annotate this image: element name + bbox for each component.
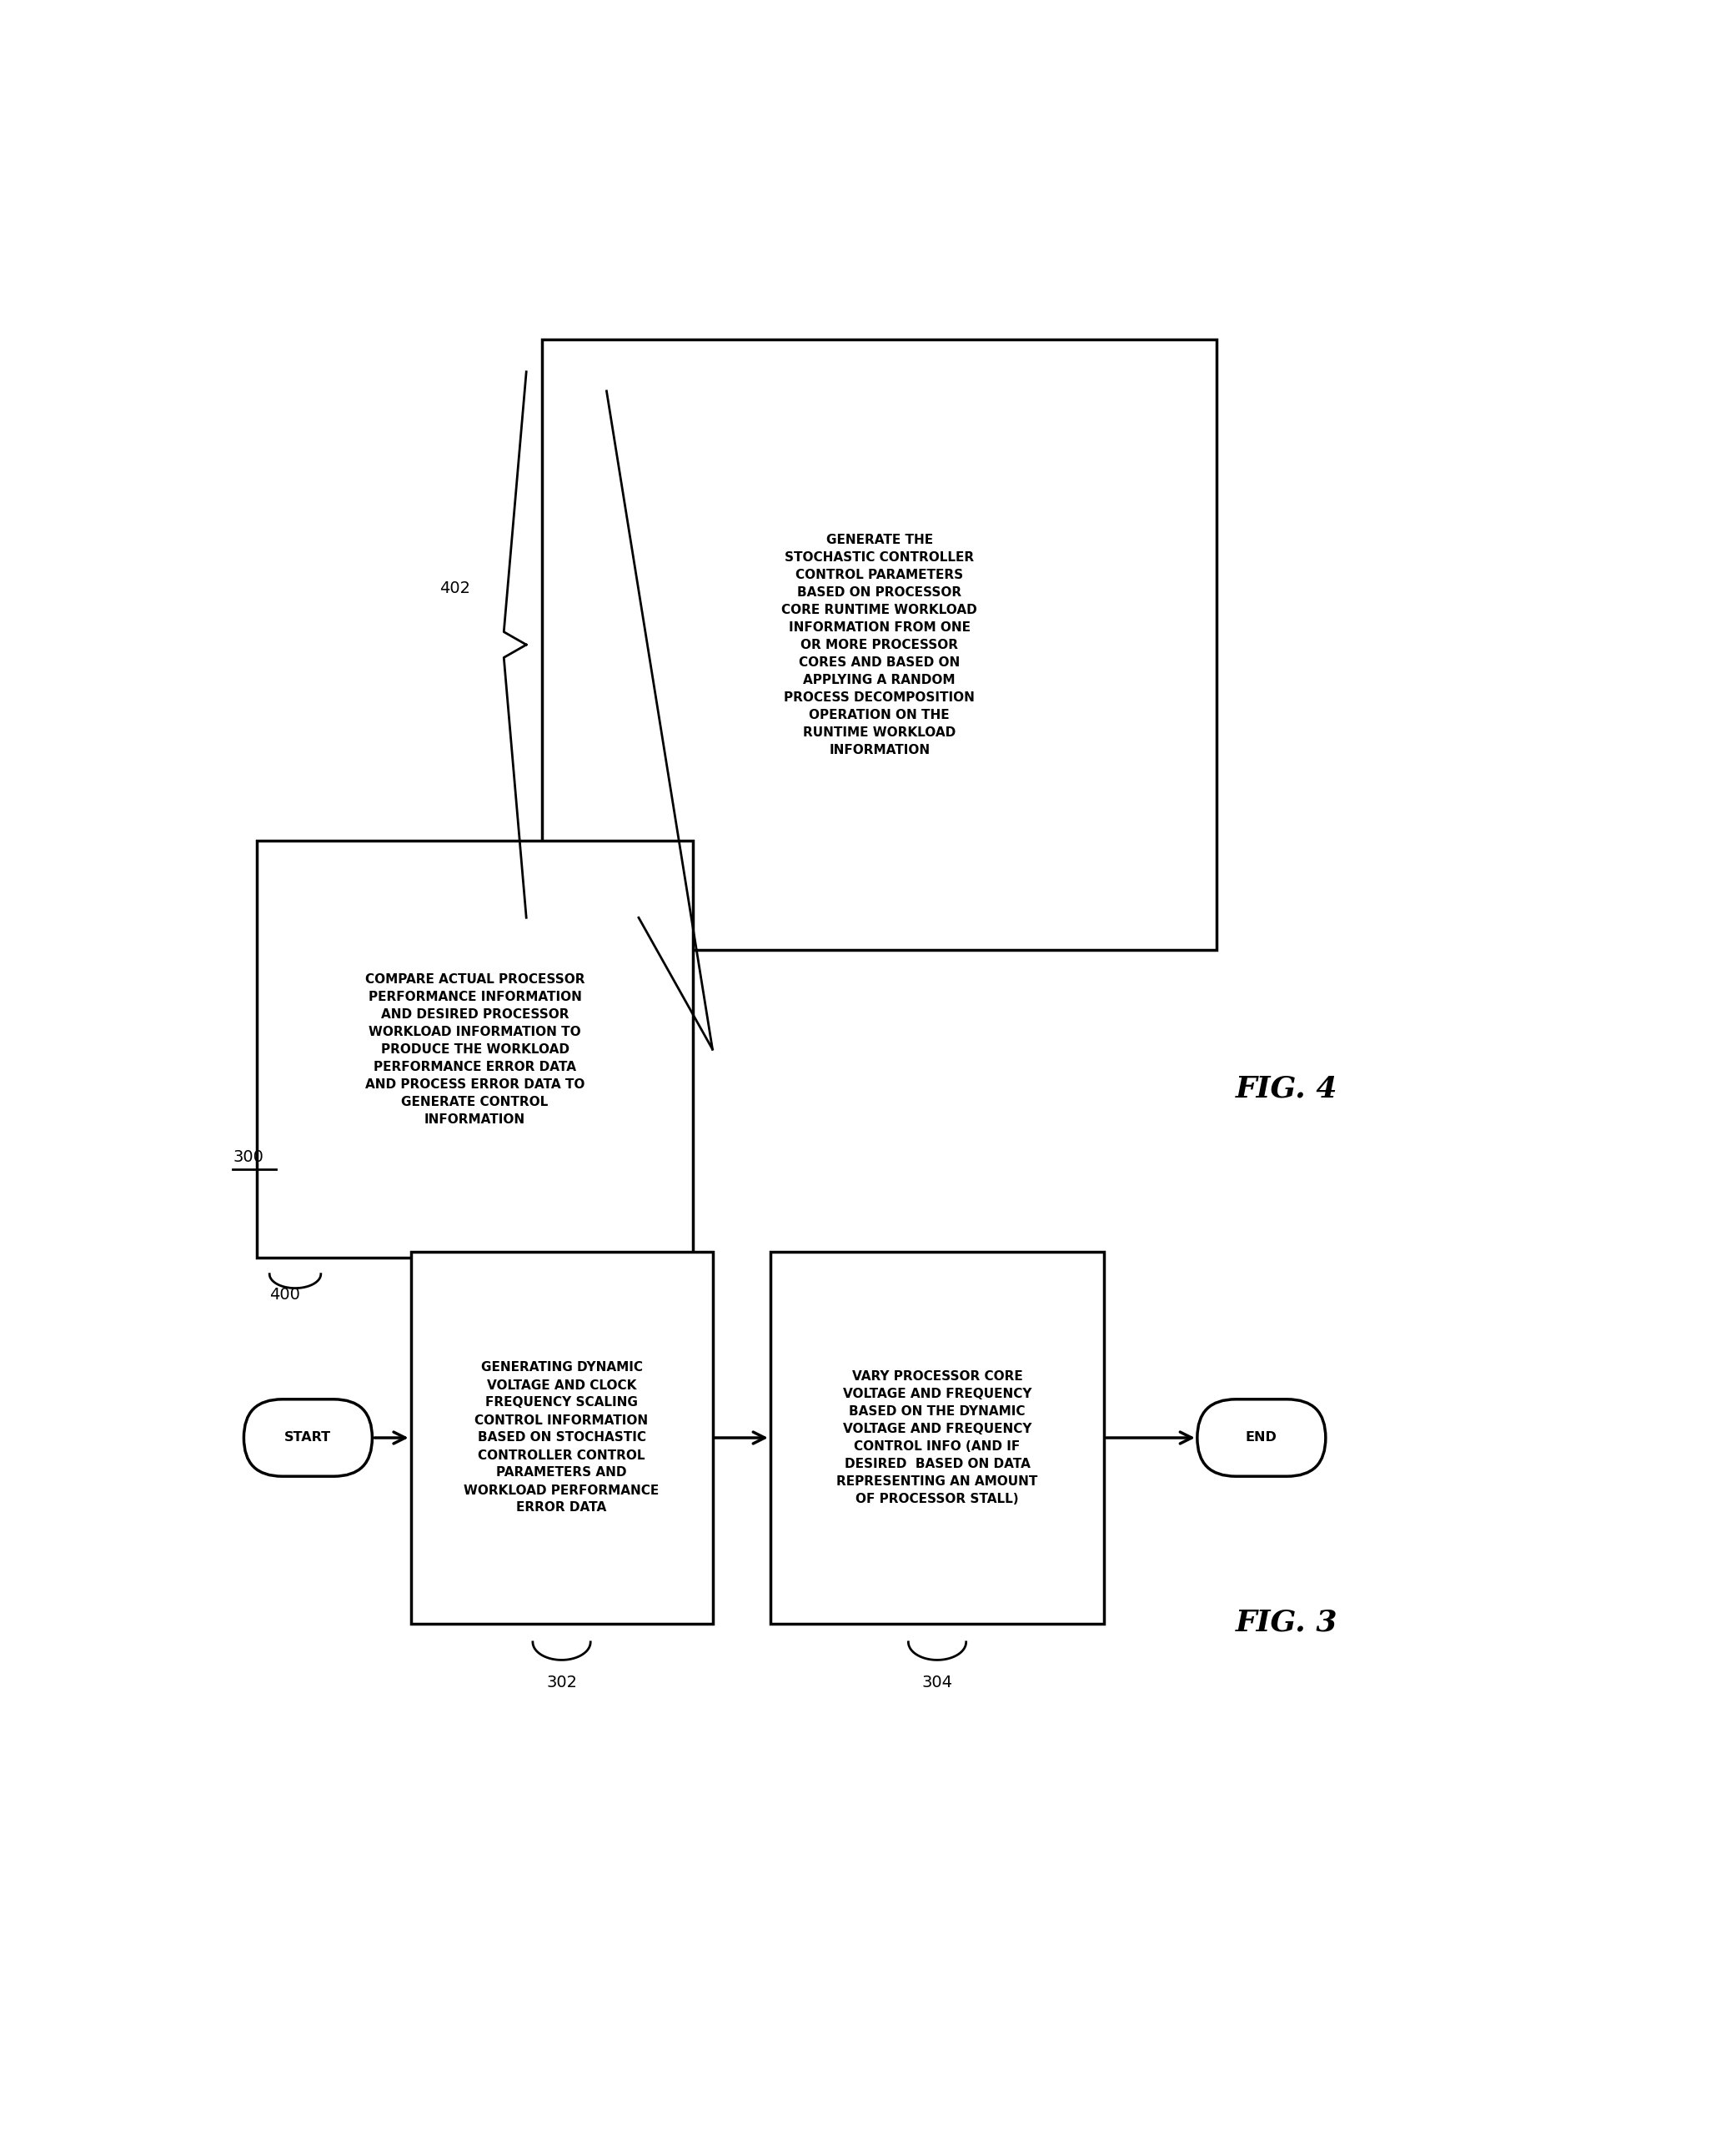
Text: 402: 402	[439, 581, 470, 596]
Text: 304: 304	[922, 1674, 953, 1691]
Text: COMPARE ACTUAL PROCESSOR
PERFORMANCE INFORMATION
AND DESIRED PROCESSOR
WORKLOAD : COMPARE ACTUAL PROCESSOR PERFORMANCE INF…	[365, 974, 585, 1125]
Text: 302: 302	[547, 1674, 576, 1691]
FancyBboxPatch shape	[771, 1251, 1104, 1625]
Text: 300: 300	[233, 1149, 264, 1166]
FancyBboxPatch shape	[411, 1251, 712, 1625]
Text: GENERATE THE
STOCHASTIC CONTROLLER
CONTROL PARAMETERS
BASED ON PROCESSOR
CORE RU: GENERATE THE STOCHASTIC CONTROLLER CONTR…	[781, 534, 977, 756]
Text: FIG. 3: FIG. 3	[1236, 1608, 1338, 1635]
Text: 400: 400	[269, 1287, 300, 1302]
FancyBboxPatch shape	[542, 339, 1217, 950]
Text: END: END	[1246, 1433, 1278, 1443]
Text: START: START	[285, 1433, 332, 1443]
FancyBboxPatch shape	[243, 1398, 372, 1475]
FancyBboxPatch shape	[1198, 1398, 1326, 1475]
FancyBboxPatch shape	[257, 841, 693, 1258]
Text: FIG. 4: FIG. 4	[1236, 1074, 1338, 1104]
Text: VARY PROCESSOR CORE
VOLTAGE AND FREQUENCY
BASED ON THE DYNAMIC
VOLTAGE AND FREQU: VARY PROCESSOR CORE VOLTAGE AND FREQUENC…	[837, 1371, 1038, 1505]
Text: GENERATING DYNAMIC
VOLTAGE AND CLOCK
FREQUENCY SCALING
CONTROL INFORMATION
BASED: GENERATING DYNAMIC VOLTAGE AND CLOCK FRE…	[464, 1362, 660, 1514]
